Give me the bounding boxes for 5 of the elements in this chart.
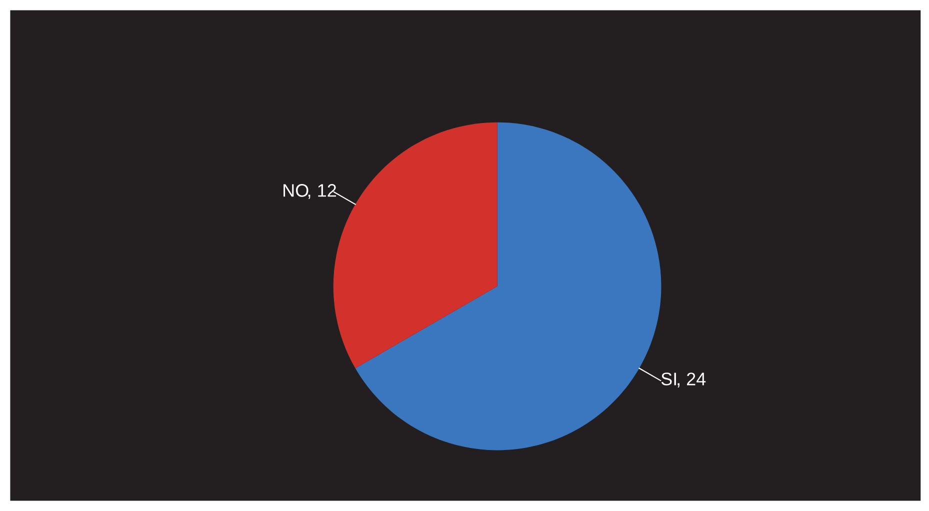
data-label: , 12 (308, 184, 336, 199)
slice-label: SI (661, 372, 676, 386)
pie-slice (355, 122, 662, 450)
slice-label: NO (284, 184, 308, 197)
data-label: , 24 (678, 372, 706, 388)
